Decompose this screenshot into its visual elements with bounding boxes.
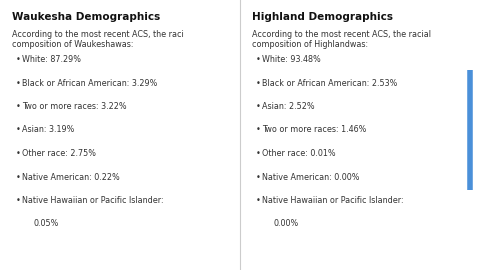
Text: •: • [16,79,21,87]
Text: composition of Highlandwas:: composition of Highlandwas: [252,40,368,49]
Text: •: • [256,173,261,181]
Text: 0.00%: 0.00% [274,220,299,228]
Text: Black or African American: 2.53%: Black or African American: 2.53% [262,79,397,87]
Text: Waukesha Demographics: Waukesha Demographics [12,12,160,22]
Text: Two or more races: 3.22%: Two or more races: 3.22% [22,102,127,111]
Text: Other race: 0.01%: Other race: 0.01% [262,149,336,158]
Text: •: • [16,102,21,111]
Text: Native Hawaiian or Pacific Islander:: Native Hawaiian or Pacific Islander: [22,196,164,205]
Text: White: 93.48%: White: 93.48% [262,55,321,64]
Text: •: • [256,149,261,158]
Text: Two or more races: 1.46%: Two or more races: 1.46% [262,126,366,134]
Text: •: • [256,79,261,87]
Text: Native American: 0.22%: Native American: 0.22% [22,173,120,181]
Text: Native Hawaiian or Pacific Islander:: Native Hawaiian or Pacific Islander: [262,196,404,205]
Text: •: • [16,149,21,158]
Text: According to the most recent ACS, the racial: According to the most recent ACS, the ra… [252,30,431,39]
Text: •: • [16,173,21,181]
Text: Asian: 3.19%: Asian: 3.19% [22,126,74,134]
Text: •: • [256,55,261,64]
Text: •: • [16,126,21,134]
Text: 0.05%: 0.05% [34,220,60,228]
Text: Black or African American: 3.29%: Black or African American: 3.29% [22,79,157,87]
Text: According to the most recent ACS, the raci: According to the most recent ACS, the ra… [12,30,184,39]
Text: •: • [256,126,261,134]
Text: White: 87.29%: White: 87.29% [22,55,81,64]
Text: •: • [256,102,261,111]
Text: Highland Demographics: Highland Demographics [252,12,393,22]
Text: •: • [256,196,261,205]
Text: Other race: 2.75%: Other race: 2.75% [22,149,96,158]
Text: Native American: 0.00%: Native American: 0.00% [262,173,360,181]
Text: •: • [16,55,21,64]
Text: Asian: 2.52%: Asian: 2.52% [262,102,314,111]
Text: •: • [16,196,21,205]
Text: composition of Waukeshawas:: composition of Waukeshawas: [12,40,133,49]
